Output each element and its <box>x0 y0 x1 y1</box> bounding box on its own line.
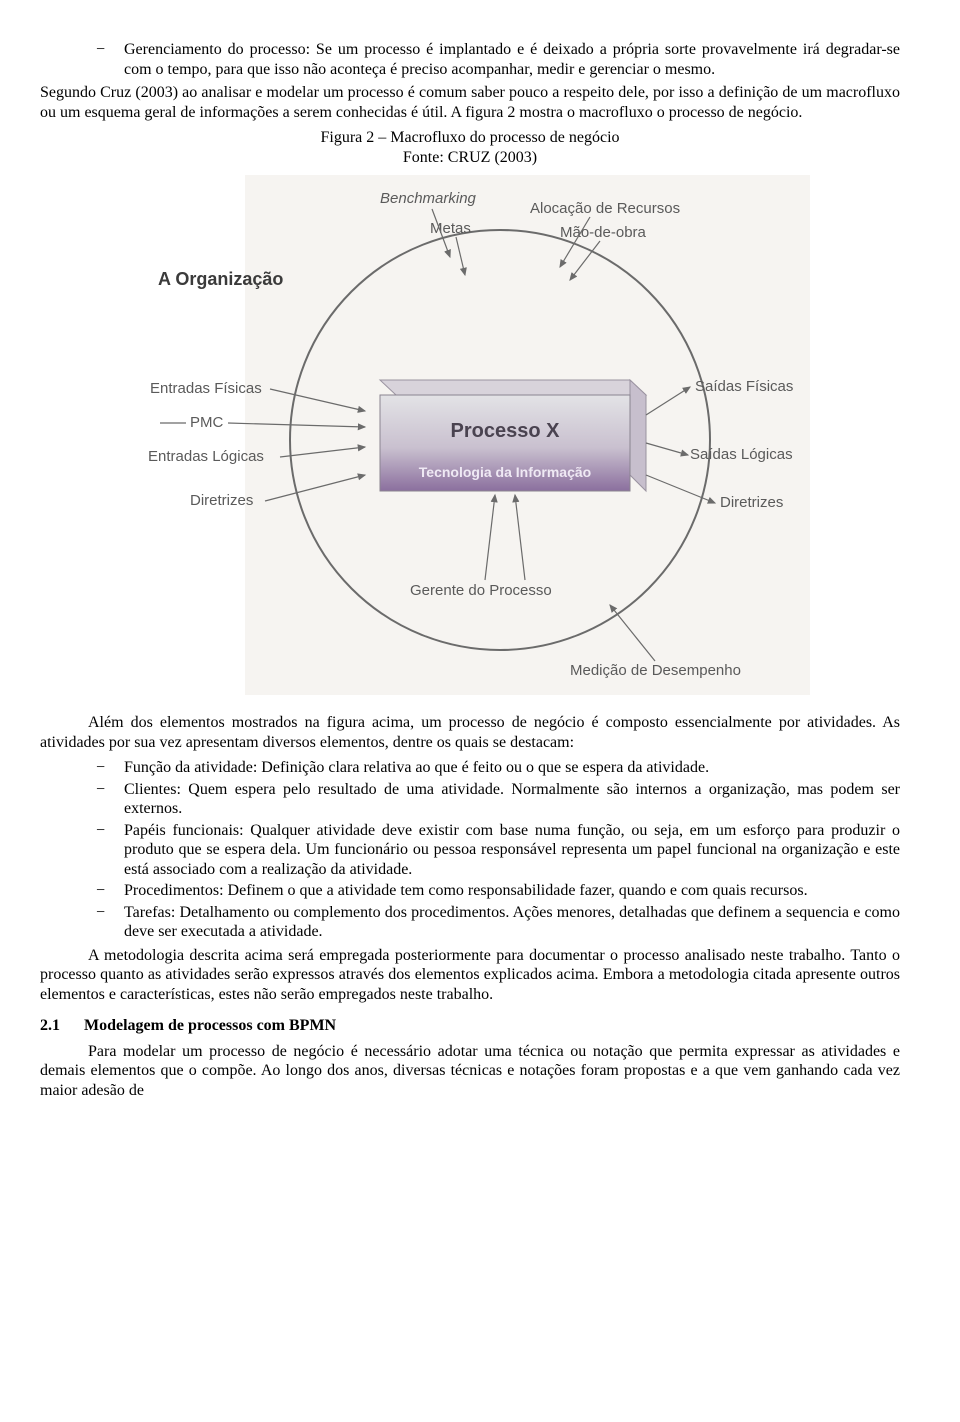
label-pmc: PMC <box>190 414 224 431</box>
list-item: − Clientes: Quem espera pelo resultado d… <box>96 780 900 819</box>
paragraph-alem: Além dos elementos mostrados na figura a… <box>40 713 900 752</box>
list-elements: − Função da atividade: Definição clara r… <box>40 758 900 942</box>
label-benchmarking: Benchmarking <box>380 190 477 207</box>
paragraph-segundo: Segundo Cruz (2003) ao analisar e modela… <box>40 83 900 122</box>
bullet-text: Procedimentos: Definem o que a atividade… <box>124 881 900 901</box>
label-metas: Metas <box>430 220 471 237</box>
bullet-text: Tarefas: Detalhamento ou complemento dos… <box>124 903 900 942</box>
label-saidas-logicas: Saídas Lógicas <box>690 446 793 463</box>
bullet-text: Gerenciamento do processo: Se um process… <box>124 40 900 79</box>
section-title: Modelagem de processos com BPMN <box>84 1017 336 1034</box>
list-item: − Procedimentos: Definem o que a ativida… <box>96 881 900 901</box>
dash-icon: − <box>96 903 124 923</box>
dash-icon: − <box>96 758 124 778</box>
label-medicao: Medição de Desempenho <box>570 662 741 679</box>
dash-icon: − <box>96 821 124 841</box>
section-heading: 2.1 Modelagem de processos com BPMN <box>40 1016 900 1036</box>
figure-caption: Figura 2 – Macrofluxo do processo de neg… <box>40 128 900 148</box>
bullet-text: Função da atividade: Definição clara rel… <box>124 758 900 778</box>
label-saidas-fisicas: Saídas Físicas <box>695 378 793 395</box>
process-title: Processo X <box>451 420 561 442</box>
figure-source: Fonte: CRUZ (2003) <box>40 148 900 168</box>
label-diretrizes-left: Diretrizes <box>190 492 253 509</box>
org-label: A Organização <box>158 269 283 289</box>
list-item: − Papéis funcionais: Qualquer atividade … <box>96 821 900 880</box>
diagram-svg: A Organização Benchmarking Alocação de R… <box>130 175 810 695</box>
dash-icon: − <box>96 40 124 60</box>
label-mao: Mão-de-obra <box>560 224 647 241</box>
label-diretrizes-right: Diretrizes <box>720 494 783 511</box>
macrofluxo-diagram: A Organização Benchmarking Alocação de R… <box>130 175 810 695</box>
paragraph-modelar: Para modelar um processo de negócio é ne… <box>40 1042 900 1101</box>
bullet-text: Papéis funcionais: Qualquer atividade de… <box>124 821 900 880</box>
label-entradas-fisicas: Entradas Físicas <box>150 380 262 397</box>
paragraph-metodologia: A metodologia descrita acima será empreg… <box>40 946 900 1005</box>
bullet-text: Clientes: Quem espera pelo resultado de … <box>124 780 900 819</box>
dash-icon: − <box>96 780 124 800</box>
process-subtitle: Tecnologia da Informação <box>419 464 591 480</box>
bullet-item: − Gerenciamento do processo: Se um proce… <box>96 40 900 79</box>
top-bullet-block: − Gerenciamento do processo: Se um proce… <box>40 40 900 79</box>
list-item: − Tarefas: Detalhamento ou complemento d… <box>96 903 900 942</box>
section-number: 2.1 <box>40 1016 80 1036</box>
label-gerente: Gerente do Processo <box>410 582 552 599</box>
label-alocacao: Alocação de Recursos <box>530 200 680 217</box>
label-entradas-logicas: Entradas Lógicas <box>148 448 264 465</box>
dash-icon: − <box>96 881 124 901</box>
list-item: − Função da atividade: Definição clara r… <box>96 758 900 778</box>
